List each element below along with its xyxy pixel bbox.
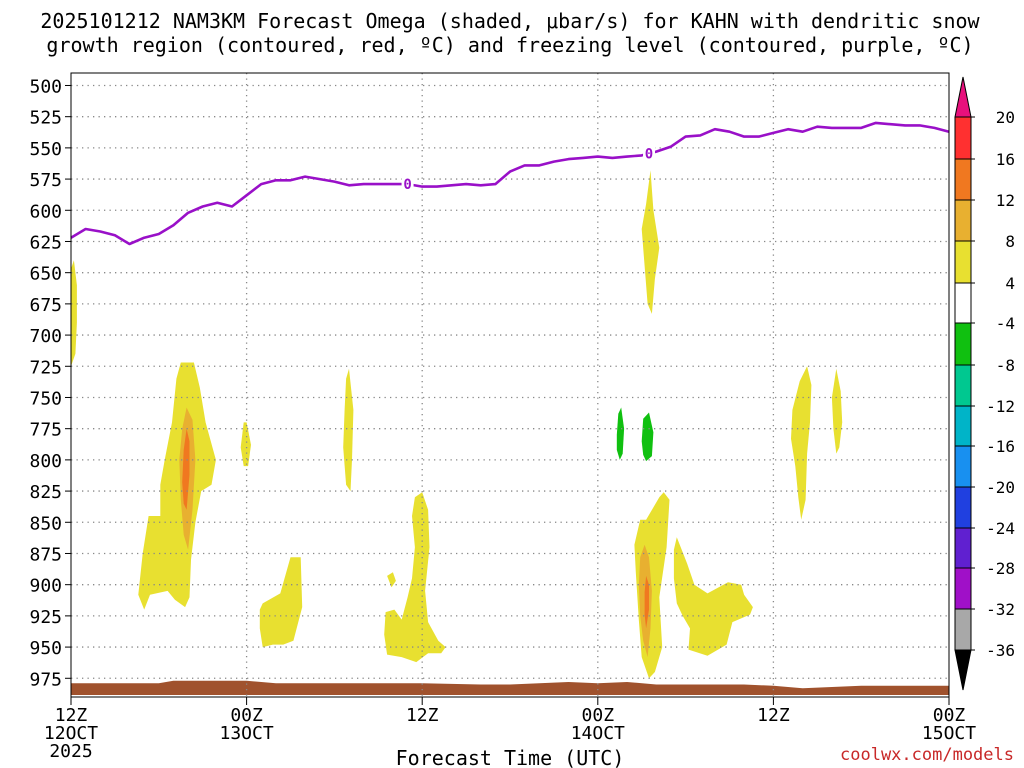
colorbar-bin (954, 567, 972, 610)
omega-neg-b (641, 412, 654, 462)
colorbar-label: -16 (986, 437, 1015, 456)
x-tick-label: 00Z (582, 705, 615, 726)
colorbar-bottom-arrow (954, 649, 972, 691)
freezing-level-label: 0 (645, 146, 653, 162)
terrain-band (71, 680, 949, 695)
colorbar-label: -8 (996, 356, 1015, 375)
freezing-level-label: 0 (403, 177, 411, 193)
y-tick-label: 525 (29, 108, 62, 129)
colorbar-bin (954, 486, 972, 529)
colorbar-bin (954, 527, 972, 569)
omega-main-13oct-max (182, 428, 190, 510)
y-tick-label: 900 (29, 576, 62, 597)
colorbar-top-arrow (954, 76, 972, 118)
colorbar-label: 20 (996, 108, 1015, 127)
colorbar-label: -4 (996, 314, 1015, 333)
y-tick-label: 925 (29, 607, 62, 628)
omega-low-14oct-max (644, 575, 649, 629)
y-tick-label: 725 (29, 357, 62, 378)
colorbar-bin (954, 199, 972, 242)
colorbar-label: 16 (996, 150, 1015, 169)
colorbar-bin (954, 322, 972, 366)
freezing-level-line (70, 121, 950, 246)
y-axis: 500 525 550 575 600 625 650 675 700 725 750 775 800 8… (29, 76, 71, 690)
omega-main-13oct (138, 362, 216, 610)
omega-low-12z13 (384, 492, 446, 663)
freezing-level-label-bg (401, 176, 414, 193)
y-tick-label: 825 (29, 482, 62, 503)
plot-frame (70, 72, 950, 698)
colorbar-label: 4 (1005, 274, 1015, 293)
x-axis-title: Forecast Time (UTC) (396, 746, 625, 768)
x-tick-date-label: 15OCT (922, 723, 976, 744)
x-tick-label: 00Z (230, 705, 263, 726)
x-tick-date-label: 13OCT (220, 723, 274, 744)
colorbar-label: -36 (986, 641, 1015, 660)
omega-thin-col-06z (343, 368, 354, 492)
x-tick-date-label: 12OCT (44, 723, 98, 744)
freezing-level-label-bg (643, 145, 656, 162)
omega-low-12z13-dot (387, 572, 396, 588)
colorbar-bin (954, 282, 972, 324)
x-tick-date-label: 14OCT (571, 723, 625, 744)
y-tick-label: 625 (29, 232, 62, 253)
omega-low-00z13 (259, 557, 303, 648)
y-tick-label: 800 (29, 451, 62, 472)
y-tick-label: 650 (29, 264, 62, 285)
chart-title-line2: growth region (contoured, red, ºC) and f… (46, 33, 973, 57)
y-tick-label: 975 (29, 669, 62, 690)
y-tick-label: 950 (29, 638, 62, 659)
colorbar-bin (954, 405, 972, 447)
colorbar-bin (954, 445, 972, 488)
y-tick-label: 675 (29, 295, 62, 316)
x-tick-year-label: 2025 (49, 741, 92, 762)
colorbar-label: -20 (986, 478, 1015, 497)
colorbar-label: -32 (986, 600, 1015, 619)
y-tick-label: 875 (29, 544, 62, 565)
colorbar-bin (954, 240, 972, 284)
omega-shading (71, 170, 843, 679)
omega-colorbar: 20 16 12 8 4 -4 -8 -12 -16 -20 -24 -28 -32 -36 (954, 76, 1015, 691)
omega-small-00z13 (240, 422, 251, 467)
terrain-fill (71, 680, 949, 695)
colorbar-label: -28 (986, 559, 1015, 578)
y-tick-label: 700 (29, 326, 62, 347)
y-tick-label: 500 (29, 76, 62, 97)
colorbar-label: 12 (996, 191, 1015, 210)
y-tick-label: 850 (29, 513, 62, 534)
x-tick-label: 12Z (406, 705, 439, 726)
freezing-level-contour: 00 (70, 121, 950, 246)
x-tick-label: 12Z (55, 705, 88, 726)
y-tick-label: 750 (29, 388, 62, 409)
y-tick-label: 550 (29, 139, 62, 160)
y-tick-label: 575 (29, 170, 62, 191)
x-tick-label: 00Z (933, 705, 966, 726)
colorbar-label: -24 (986, 519, 1015, 538)
colorbar-bin (954, 116, 972, 160)
omega-upper-thin-14oct (641, 170, 660, 314)
omega-neg-a (616, 407, 625, 460)
colorbar-label: 8 (1005, 232, 1015, 251)
colorbar-bin (954, 158, 972, 201)
colorbar-label: -12 (986, 397, 1015, 416)
plot-grid (71, 73, 949, 697)
y-tick-label: 600 (29, 201, 62, 222)
chart-title-line1: 2025101212 NAM3KM Forecast Omega (shaded… (40, 9, 980, 33)
omega-mid-13z15 (791, 366, 812, 520)
credit-text: coolwx.com/models (840, 745, 1014, 765)
omega-mid-18z15 (831, 368, 843, 454)
colorbar-bin (954, 608, 972, 651)
colorbar-bin (954, 364, 972, 407)
x-tick-label: 12Z (757, 705, 790, 726)
omega-early-column (71, 260, 77, 367)
omega-low-15z14 (673, 537, 753, 656)
y-tick-label: 775 (29, 420, 62, 441)
